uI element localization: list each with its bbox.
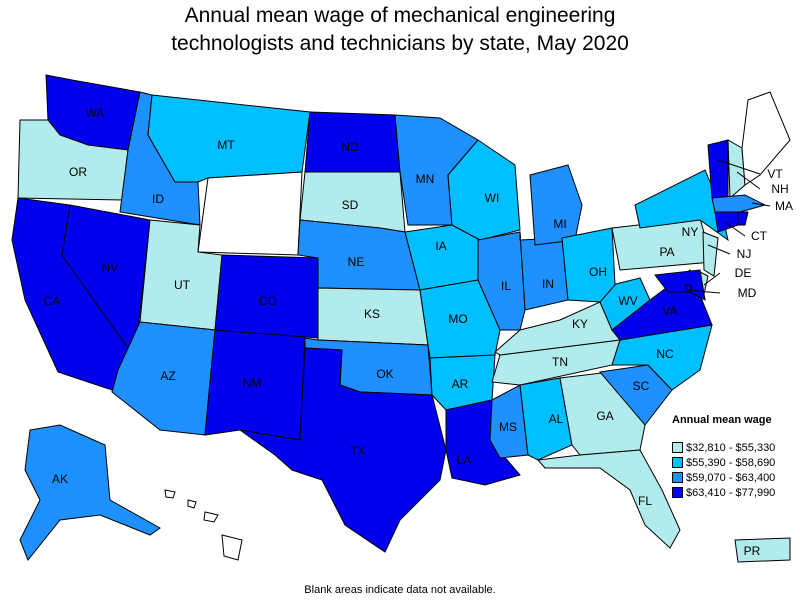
- callout-line-de: [703, 272, 721, 286]
- state-pr: [734, 537, 791, 563]
- state-label-ok: OK: [376, 367, 393, 381]
- state-mi: [529, 164, 583, 246]
- state-label-id: ID: [152, 192, 164, 206]
- legend-swatch-3: [672, 487, 683, 498]
- title-line-2: technologists and technicians by state, …: [171, 32, 629, 55]
- state-label-ks: KS: [364, 307, 380, 321]
- footnote: Blank areas indicate data not available.: [304, 584, 496, 596]
- state-hi: [164, 489, 243, 561]
- state-ri: [737, 211, 749, 226]
- legend-item-1: $55,390 - $58,690: [672, 455, 800, 470]
- state-oh: [561, 227, 616, 303]
- state-me: [741, 91, 791, 186]
- state-label-az: AZ: [160, 369, 175, 383]
- legend-label-2: $59,070 - $63,400: [686, 471, 776, 484]
- state-label-tx: TX: [350, 444, 365, 458]
- state-label-ct: CT: [751, 229, 768, 243]
- state-label-la: LA: [457, 453, 472, 467]
- state-label-ut: UT: [174, 278, 191, 292]
- state-label-wa: WA: [86, 106, 105, 120]
- state-label-vt: VT: [767, 167, 783, 181]
- state-label-co: CO: [259, 294, 277, 308]
- legend-label-3: $63,410 - $77,990: [686, 486, 776, 499]
- legend-title: Annual mean wage: [672, 414, 772, 426]
- state-label-or: OR: [69, 165, 87, 179]
- callout-line-nh: [736, 171, 761, 190]
- state-label-ms: MS: [499, 420, 517, 434]
- legend-label-0: $32,810 - $55,330: [686, 441, 776, 454]
- state-label-nm: NM: [243, 376, 262, 390]
- state-ny: [634, 169, 729, 242]
- legend: Annual mean wage $32,810 - $55,330 $55,3…: [672, 414, 800, 500]
- state-al: [519, 377, 573, 461]
- state-label-sc: SC: [633, 379, 650, 393]
- legend-swatch-0: [672, 442, 683, 453]
- callout-line-nj: [707, 244, 731, 255]
- state-label-mi: MI: [553, 217, 566, 231]
- state-vt: [707, 139, 729, 201]
- state-label-nd: ND: [341, 140, 359, 154]
- state-ms: [489, 384, 529, 459]
- state-md: [654, 269, 706, 301]
- legend-swatch-2: [672, 472, 683, 483]
- callout-line-ct: [724, 221, 746, 237]
- state-wy: [197, 171, 303, 256]
- state-label-ia: IA: [435, 239, 446, 253]
- state-label-pa: PA: [659, 245, 674, 259]
- state-label-pr: PR: [744, 544, 761, 558]
- state-label-va: VA: [662, 304, 677, 318]
- state-label-mt: MT: [217, 138, 235, 152]
- callout-line-vt: [717, 159, 761, 175]
- state-label-al: AL: [549, 412, 564, 426]
- legend-swatch-1: [672, 457, 683, 468]
- title-line-1: Annual mean wage of mechanical engineeri…: [184, 4, 616, 27]
- state-ma: [711, 194, 767, 213]
- state-label-sd: SD: [342, 198, 359, 212]
- state-ak: [19, 424, 161, 561]
- legend-label-1: $55,390 - $58,690: [686, 456, 776, 469]
- state-label-ne: NE: [348, 255, 365, 269]
- state-label-wi: WI: [485, 191, 500, 205]
- callout-line-md: [685, 289, 721, 294]
- state-label-ga: GA: [596, 409, 613, 423]
- state-label-ak: AK: [52, 472, 68, 486]
- state-dc: [685, 284, 692, 291]
- legend-item-3: $63,410 - $77,990: [672, 485, 800, 500]
- state-label-ar: AR: [452, 377, 469, 391]
- state-label-ca: CA: [44, 294, 61, 308]
- state-label-wv: WV: [618, 294, 637, 308]
- state-label-in: IN: [542, 277, 554, 291]
- state-tx: [239, 347, 447, 553]
- state-or: [17, 119, 129, 201]
- state-label-ny: NY: [682, 225, 699, 239]
- state-label-oh: OH: [589, 265, 607, 279]
- callout-line-ma: [751, 202, 771, 207]
- state-fl: [536, 449, 681, 549]
- legend-item-0: $32,810 - $55,330: [672, 440, 800, 455]
- state-label-fl: FL: [638, 494, 652, 508]
- state-label-ma: MA: [775, 199, 793, 213]
- state-label-de: DE: [735, 266, 752, 280]
- state-label-tn: TN: [552, 355, 568, 369]
- state-label-ky: KY: [572, 317, 588, 331]
- map-title: Annual mean wage of mechanical engineeri…: [0, 2, 800, 58]
- state-wi: [447, 139, 521, 241]
- state-label-mn: MN: [416, 172, 435, 186]
- state-label-mo: MO: [448, 312, 467, 326]
- state-nj: [702, 231, 719, 277]
- state-label-md: MD: [738, 286, 757, 300]
- legend-item-2: $59,070 - $63,400: [672, 470, 800, 485]
- state-label-il: IL: [501, 279, 511, 293]
- state-label-nj: NJ: [737, 247, 752, 261]
- state-label-nc: NC: [656, 347, 674, 361]
- state-label-nv: NV: [102, 261, 119, 275]
- state-label-nh: NH: [771, 182, 788, 196]
